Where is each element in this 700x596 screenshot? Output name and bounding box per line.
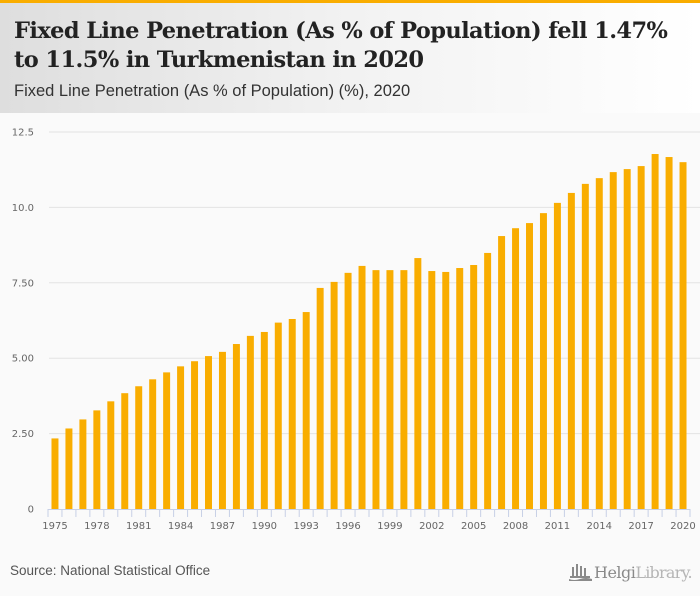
y-axis-ticks: 0 2.50 5.00 7.50 10.0 12.5 bbox=[12, 128, 34, 516]
bars bbox=[51, 154, 687, 510]
bar bbox=[93, 410, 101, 509]
bar bbox=[205, 356, 212, 509]
bar bbox=[274, 322, 282, 509]
bar bbox=[581, 183, 589, 510]
x-tick-label: 1975 bbox=[42, 521, 67, 532]
bar bbox=[260, 331, 268, 509]
bar bbox=[623, 169, 631, 509]
bar bbox=[567, 192, 575, 509]
bar bbox=[316, 287, 324, 509]
bar bbox=[595, 178, 603, 509]
bar bbox=[302, 312, 310, 509]
x-tick-label: 1990 bbox=[252, 521, 277, 532]
bar bbox=[609, 172, 617, 509]
logo-text-library: Library. bbox=[635, 562, 692, 582]
x-tick-label: 1996 bbox=[335, 521, 360, 532]
x-tick-label: 1987 bbox=[210, 521, 235, 532]
bar bbox=[400, 270, 408, 509]
x-tick-label: 1984 bbox=[168, 521, 193, 532]
bar bbox=[79, 419, 87, 509]
bar bbox=[484, 252, 492, 510]
bar bbox=[386, 270, 394, 509]
bar bbox=[372, 270, 380, 509]
bar bbox=[149, 379, 157, 509]
y-tick-label: 10.0 bbox=[12, 203, 34, 214]
x-tick-label: 2014 bbox=[587, 521, 612, 532]
bar bbox=[456, 268, 464, 509]
bar bbox=[470, 265, 478, 509]
bar bbox=[498, 236, 506, 509]
top-accent-bar bbox=[0, 0, 700, 3]
y-tick-label: 12.5 bbox=[12, 128, 34, 139]
y-tick-label: 7.50 bbox=[12, 278, 34, 289]
bar bbox=[135, 386, 143, 509]
y-tick-label: 2.50 bbox=[12, 429, 34, 440]
bar bbox=[512, 228, 520, 510]
bar bbox=[679, 162, 687, 509]
bar bbox=[428, 271, 436, 509]
bar bbox=[177, 366, 185, 509]
helgi-library-logo[interactable]: Helgi Library. bbox=[568, 561, 693, 583]
bar bbox=[344, 272, 352, 509]
x-tick-label: 2011 bbox=[545, 521, 570, 532]
y-tick-label: 5.00 bbox=[12, 354, 34, 365]
bar bbox=[51, 438, 59, 509]
x-tick-label: 2020 bbox=[670, 521, 695, 532]
bar bbox=[246, 335, 254, 509]
bar bbox=[288, 318, 296, 509]
bar bbox=[65, 428, 73, 509]
bar bbox=[553, 202, 561, 509]
library-building-icon bbox=[569, 564, 592, 581]
x-tick-label: 1981 bbox=[126, 521, 151, 532]
bar bbox=[539, 213, 547, 509]
bar bbox=[651, 154, 659, 510]
logo-text-helgi: Helgi bbox=[594, 562, 636, 582]
bar bbox=[107, 401, 115, 509]
x-tick-label: 2017 bbox=[628, 521, 653, 532]
bar bbox=[232, 344, 240, 509]
chart-header: Fixed Line Penetration (As % of Populati… bbox=[0, 3, 700, 113]
bar bbox=[442, 271, 450, 509]
bar bbox=[665, 157, 673, 509]
bar bbox=[358, 265, 366, 509]
bar bbox=[526, 223, 533, 510]
bar bbox=[330, 281, 338, 509]
x-tick-label: 2005 bbox=[461, 521, 486, 532]
source-note: Source: National Statistical Office bbox=[10, 563, 211, 578]
x-tick-label: 2008 bbox=[503, 521, 528, 532]
bar bbox=[637, 166, 645, 509]
bar bbox=[121, 393, 129, 509]
chart-title: Fixed Line Penetration (As % of Populati… bbox=[14, 18, 668, 73]
x-tick-label: 1978 bbox=[84, 521, 109, 532]
bar bbox=[218, 351, 226, 509]
bar bbox=[191, 361, 199, 509]
chart-subtitle: Fixed Line Penetration (As % of Populati… bbox=[14, 82, 411, 100]
y-tick-label: 0 bbox=[28, 505, 34, 516]
x-axis: 1975 1978 1981 1984 1987 1990 1993 1996 1999 2002… bbox=[42, 509, 696, 532]
x-tick-label: 1999 bbox=[377, 521, 402, 532]
bar bbox=[163, 372, 171, 509]
x-tick-label: 2002 bbox=[419, 521, 444, 532]
x-tick-label: 1993 bbox=[293, 521, 318, 532]
bar bbox=[414, 258, 422, 509]
